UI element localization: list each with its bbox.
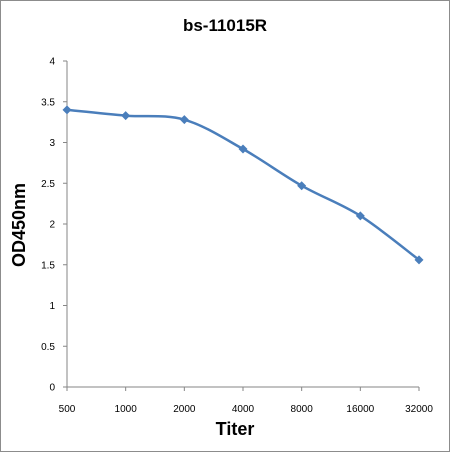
data-point: [121, 111, 131, 121]
x-tick-label: 16000: [346, 404, 374, 415]
data-point: [179, 115, 189, 125]
x-axis-title: Titer: [216, 419, 255, 439]
y-axis-title: OD450nm: [9, 183, 29, 267]
data-point: [62, 105, 72, 115]
x-tick-label: 500: [59, 404, 76, 415]
x-tick-label: 1000: [115, 404, 138, 415]
data-point: [238, 144, 248, 154]
data-point: [355, 211, 365, 221]
x-tick-label: 32000: [405, 404, 433, 415]
y-tick-label: 3: [49, 138, 55, 149]
data-point: [414, 255, 424, 265]
y-tick-label: 1: [49, 301, 55, 312]
x-ticks: 500 1000 2000 4000 8000 16000 32000: [59, 387, 433, 415]
x-tick-label: 4000: [232, 404, 255, 415]
data-point: [297, 181, 307, 191]
x-tick-label: 8000: [291, 404, 314, 415]
y-tick-label: 0: [49, 383, 55, 394]
y-tick-label: 3.5: [41, 97, 55, 108]
y-ticks: 0 0.5 1 1.5 2 2.5 3 3.5 4: [41, 57, 67, 394]
series-line: [66, 108, 420, 261]
y-tick-label: 2.5: [41, 179, 55, 190]
series-layer: [62, 105, 424, 265]
y-tick-label: 1.5: [41, 260, 55, 271]
x-tick-label: 2000: [173, 404, 196, 415]
chart-title: bs-11015R: [183, 16, 267, 35]
y-tick-label: 4: [49, 57, 55, 68]
y-tick-label: 2: [49, 220, 55, 231]
y-tick-label: 0.5: [41, 342, 55, 353]
